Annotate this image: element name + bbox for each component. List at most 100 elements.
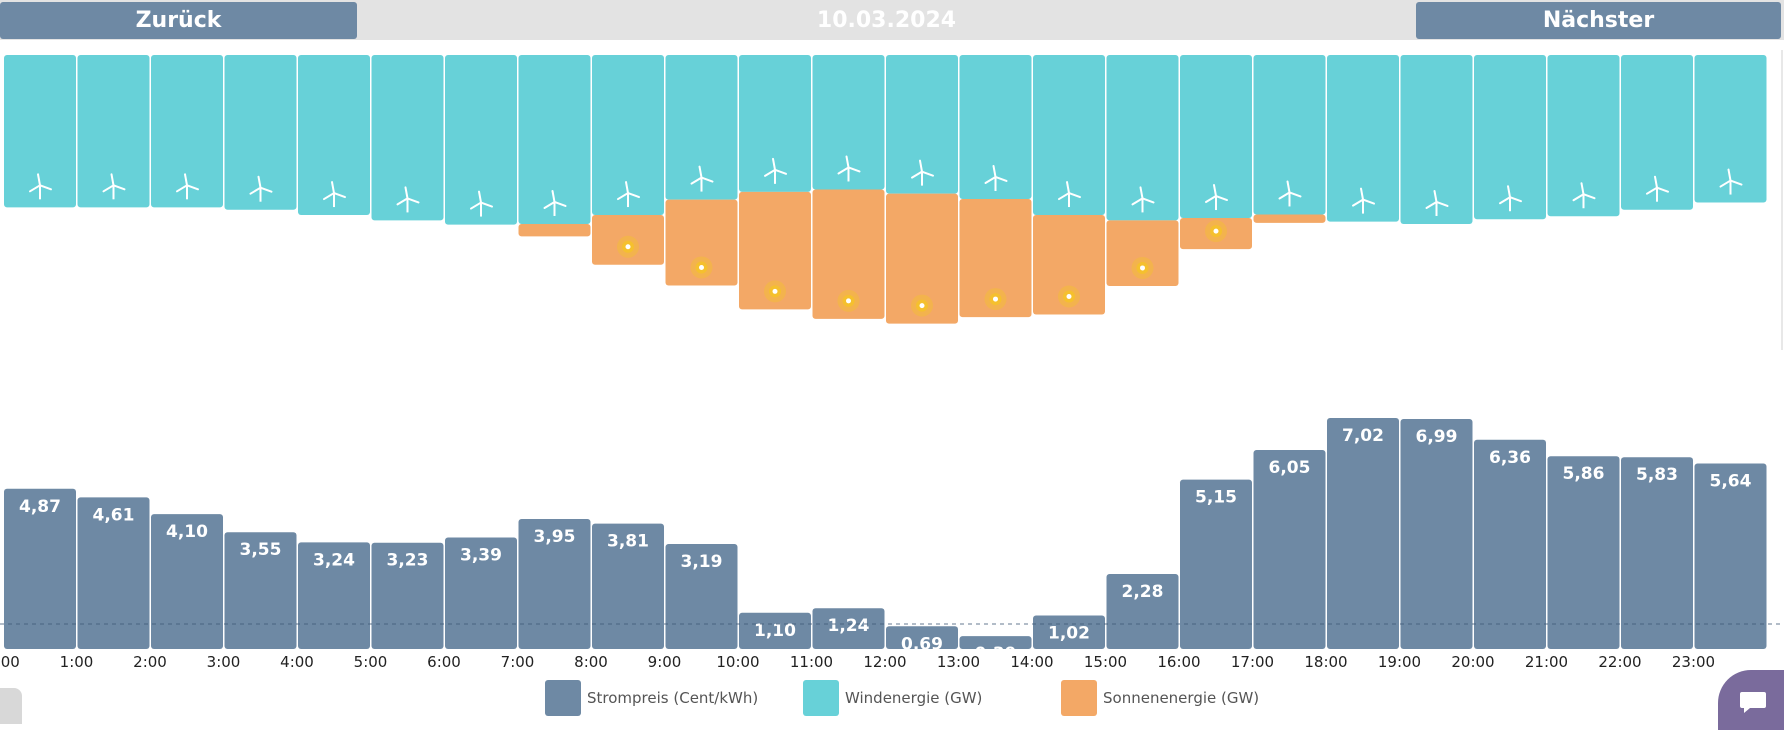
legend-label-solar: Sonnenenergie (GW) bbox=[1103, 689, 1260, 707]
price-bar bbox=[151, 514, 223, 649]
price-value-label: 3,23 bbox=[387, 551, 429, 571]
sun-icon bbox=[617, 235, 639, 258]
price-value-label: 6,05 bbox=[1269, 458, 1311, 478]
wind-bar bbox=[812, 55, 885, 190]
price-bar bbox=[665, 544, 738, 649]
wind-turbine-icon bbox=[1572, 182, 1596, 209]
chart-legend: Strompreis (Cent/kWh) Windenergie (GW) S… bbox=[0, 680, 1784, 720]
x-tick-label: 1:00 bbox=[60, 653, 94, 671]
sun-icon bbox=[1058, 285, 1080, 308]
legend-item-price[interactable]: Strompreis (Cent/kWh) bbox=[545, 680, 758, 716]
x-tick-label: 21:00 bbox=[1525, 653, 1568, 671]
wind-turbine-icon bbox=[470, 190, 493, 217]
legend-label-wind: Windenergie (GW) bbox=[845, 689, 983, 707]
sun-icon bbox=[911, 294, 933, 317]
price-value-label: 6,99 bbox=[1416, 427, 1458, 447]
price-bar bbox=[1253, 449, 1326, 649]
wind-bar bbox=[1106, 55, 1179, 221]
chat-button[interactable] bbox=[1718, 670, 1784, 730]
price-bar bbox=[592, 523, 664, 649]
sun-icon bbox=[1131, 256, 1154, 279]
price-value-label: 3,81 bbox=[607, 532, 649, 552]
price-bar bbox=[959, 636, 1032, 649]
price-bar bbox=[77, 497, 150, 649]
price-value-label: 1,10 bbox=[754, 621, 796, 641]
wind-bar bbox=[1474, 55, 1546, 220]
solar-bar bbox=[1253, 214, 1326, 223]
wind-bar bbox=[298, 55, 370, 216]
wind-bar bbox=[4, 55, 76, 208]
solar-bar bbox=[812, 189, 885, 319]
wind-bar bbox=[1621, 55, 1693, 210]
price-bar bbox=[812, 608, 885, 649]
current-date: 10.03.2024 bbox=[816, 8, 957, 33]
price-value-label: 1,24 bbox=[828, 616, 870, 636]
side-tab[interactable] bbox=[0, 688, 22, 724]
legend-label-price: Strompreis (Cent/kWh) bbox=[587, 689, 759, 707]
wind-turbine-icon bbox=[1352, 187, 1375, 214]
wind-bar bbox=[445, 55, 517, 225]
wind-turbine-icon bbox=[1278, 180, 1302, 207]
x-tick-label: 4:00 bbox=[280, 653, 314, 671]
solar-bar bbox=[1106, 220, 1179, 286]
x-tick-label: 20:00 bbox=[1451, 653, 1494, 671]
wind-turbine-icon bbox=[837, 155, 861, 182]
price-value-label: 4,61 bbox=[93, 505, 135, 525]
wind-bar bbox=[739, 55, 811, 192]
solar-bar bbox=[1033, 215, 1105, 315]
sun-icon bbox=[837, 289, 860, 312]
price-value-label: 7,02 bbox=[1342, 426, 1384, 446]
price-bar bbox=[298, 542, 370, 649]
price-bar bbox=[1621, 457, 1693, 649]
next-button[interactable]: Nächster bbox=[1416, 2, 1781, 39]
legend-item-wind[interactable]: Windenergie (GW) bbox=[803, 680, 982, 716]
x-tick-label: 19:00 bbox=[1378, 653, 1421, 671]
x-tick-label: 9:00 bbox=[648, 653, 682, 671]
x-tick-label: 17:00 bbox=[1231, 653, 1274, 671]
x-axis-ticks: 0:00 1:00 2:00 3:00 4:00 5:00 6:00 7:00 8:00 9:00… bbox=[0, 653, 1715, 671]
wind-turbine-icon bbox=[617, 181, 640, 208]
wind-turbine-icon bbox=[1499, 185, 1522, 212]
wind-bar bbox=[151, 55, 223, 208]
wind-bar bbox=[1327, 55, 1399, 222]
price-value-label: 5,64 bbox=[1710, 471, 1752, 491]
sun-icon bbox=[984, 288, 1007, 311]
wind-turbine-icon bbox=[249, 175, 273, 202]
sun-icon bbox=[1205, 220, 1227, 243]
wind-turbine-icon bbox=[690, 165, 714, 192]
wind-turbine-icon bbox=[323, 181, 346, 208]
x-tick-label: 11:00 bbox=[790, 653, 833, 671]
price-value-label: 3,24 bbox=[313, 550, 355, 570]
price-value-label: 3,19 bbox=[681, 552, 723, 572]
price-bar bbox=[1400, 419, 1473, 649]
price-value-label: 1,02 bbox=[1048, 623, 1090, 643]
price-value-label: 6,36 bbox=[1489, 448, 1531, 468]
wind-turbine-icon bbox=[911, 159, 934, 186]
price-value-label: 0,69 bbox=[901, 634, 943, 654]
wind-bar bbox=[371, 55, 444, 221]
back-button[interactable]: Zurück bbox=[0, 2, 357, 39]
wind-bars bbox=[4, 55, 1767, 225]
x-tick-label: 12:00 bbox=[863, 653, 906, 671]
price-value-label: 3,39 bbox=[460, 545, 502, 565]
wind-turbine-icon bbox=[764, 157, 787, 184]
x-tick-label: 22:00 bbox=[1598, 653, 1641, 671]
chat-bubble-icon bbox=[1740, 692, 1766, 713]
price-bar bbox=[1474, 439, 1546, 649]
legend-swatch-wind bbox=[803, 680, 839, 716]
wind-turbine-icon bbox=[984, 164, 1008, 191]
price-bar bbox=[518, 519, 591, 649]
price-value-label: 5,83 bbox=[1636, 465, 1678, 485]
legend-item-solar[interactable]: Sonnenenergie (GW) bbox=[1061, 680, 1259, 716]
sun-icon bbox=[690, 256, 713, 279]
price-bar bbox=[445, 537, 517, 649]
price-value-label: 4,87 bbox=[19, 497, 61, 517]
sun-icon bbox=[764, 280, 786, 303]
legend-swatch-price bbox=[545, 680, 581, 716]
x-tick-label: 13:00 bbox=[937, 653, 980, 671]
price-value-label: 0,39 bbox=[975, 644, 1017, 664]
x-tick-label: 8:00 bbox=[574, 653, 608, 671]
wind-bar bbox=[77, 55, 150, 208]
price-bar bbox=[886, 626, 958, 649]
solar-bar bbox=[739, 191, 811, 310]
